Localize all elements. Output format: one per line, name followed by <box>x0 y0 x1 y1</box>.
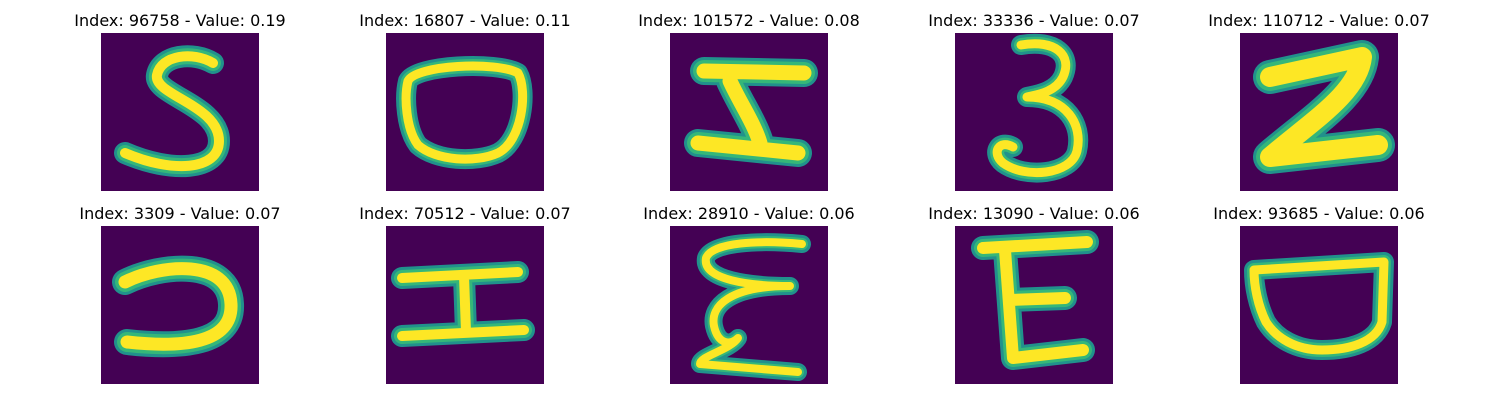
glyph-image <box>101 33 259 191</box>
glyph-image <box>101 226 259 384</box>
panel-8: Index: 28910 - Value: 0.06 <box>634 204 864 384</box>
panel-6: Index: 3309 - Value: 0.07 <box>65 204 295 384</box>
panel-title: Index: 110712 - Value: 0.07 <box>1208 11 1430 30</box>
panel-title: Index: 96758 - Value: 0.19 <box>74 11 286 30</box>
panel-2: Index: 16807 - Value: 0.11 <box>350 11 580 191</box>
panel-title: Index: 93685 - Value: 0.06 <box>1213 204 1425 223</box>
glyph-image <box>670 33 828 191</box>
panel-1: Index: 96758 - Value: 0.19 <box>65 11 295 191</box>
panel-title: Index: 13090 - Value: 0.06 <box>928 204 1140 223</box>
panel-title: Index: 16807 - Value: 0.11 <box>359 11 571 30</box>
panel-10: Index: 93685 - Value: 0.06 <box>1204 204 1434 384</box>
glyph-image <box>1240 33 1398 191</box>
panel-4: Index: 33336 - Value: 0.07 <box>919 11 1149 191</box>
panel-7: Index: 70512 - Value: 0.07 <box>350 204 580 384</box>
panel-title: Index: 33336 - Value: 0.07 <box>928 11 1140 30</box>
glyph-image <box>670 226 828 384</box>
glyph-image <box>955 33 1113 191</box>
glyph-image <box>955 226 1113 384</box>
panel-9: Index: 13090 - Value: 0.06 <box>919 204 1149 384</box>
glyph-image <box>386 226 544 384</box>
panel-5: Index: 110712 - Value: 0.07 <box>1204 11 1434 191</box>
glyph-image <box>386 33 544 191</box>
glyph-image <box>1240 226 1398 384</box>
panel-title: Index: 101572 - Value: 0.08 <box>638 11 860 30</box>
panel-3: Index: 101572 - Value: 0.08 <box>634 11 864 191</box>
panel-title: Index: 28910 - Value: 0.06 <box>643 204 855 223</box>
panel-title: Index: 3309 - Value: 0.07 <box>79 204 281 223</box>
panel-title: Index: 70512 - Value: 0.07 <box>359 204 571 223</box>
